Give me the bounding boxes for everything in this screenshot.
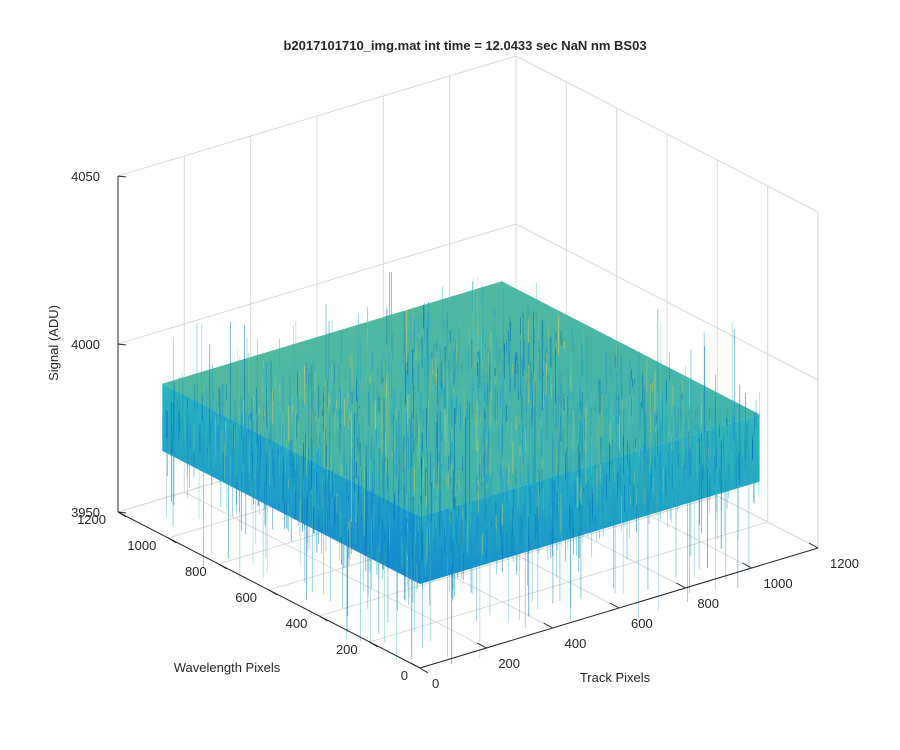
y-tick — [419, 667, 429, 674]
z-tick — [117, 175, 127, 178]
y-tick-label: 600 — [235, 590, 257, 605]
y-axis-label: Wavelength Pixels — [174, 660, 281, 675]
y-tick — [168, 537, 177, 544]
x-tick-label: 1000 — [764, 576, 793, 591]
y-tick-label: 400 — [286, 616, 308, 631]
x-tick-label: 200 — [498, 656, 520, 671]
y-tick-label: 0 — [401, 668, 408, 683]
signal-surface — [162, 272, 760, 665]
y-tick-label: 1200 — [77, 512, 106, 527]
x-tick-label: 800 — [697, 596, 719, 611]
y-tick — [369, 641, 378, 648]
x-tick — [742, 562, 752, 569]
x-axis-label: Track Pixels — [580, 670, 651, 685]
y-tick — [218, 563, 227, 570]
grid-line — [515, 55, 819, 213]
surface-noise-strokes — [162, 272, 760, 665]
grid-line — [369, 521, 768, 643]
grid-line — [117, 223, 517, 345]
x-tick — [609, 602, 620, 609]
grid-line — [117, 55, 517, 177]
chart-title: b2017101710_img.mat int time = 12.0433 s… — [283, 38, 646, 53]
x-tick — [410, 662, 421, 669]
y-tick-label: 200 — [336, 642, 358, 657]
x-tick-label: 1200 — [830, 556, 859, 571]
y-tick-label: 800 — [185, 564, 207, 579]
x-tick — [808, 542, 819, 549]
z-tick-label: 4050 — [71, 169, 100, 184]
x-tick — [477, 642, 487, 649]
z-tick — [117, 343, 127, 346]
z-axis-label: Signal (ADU) — [46, 305, 61, 381]
x-tick-label: 0 — [432, 676, 439, 691]
x-tick — [543, 622, 553, 629]
y-tick — [268, 589, 278, 596]
y-tick-label: 1000 — [127, 538, 156, 553]
y-axis-ticks: 0 200 400 600 800 1000 1200 — [77, 511, 429, 683]
x-axis-ticks: 0 200 400 600 800 1000 1200 — [410, 542, 859, 691]
z-tick-label: 4000 — [71, 337, 100, 352]
z-axis-ticks: 3950 4000 4050 — [71, 169, 127, 520]
x-tick-label: 600 — [631, 616, 653, 631]
y-tick — [117, 511, 127, 518]
grid-line — [319, 495, 718, 617]
grid-line — [515, 223, 819, 381]
z-tick — [117, 511, 127, 514]
y-tick — [319, 615, 328, 622]
x-tick-label: 400 — [565, 636, 587, 651]
x-tick — [676, 582, 686, 589]
z-tick-label: 3950 — [71, 505, 100, 520]
